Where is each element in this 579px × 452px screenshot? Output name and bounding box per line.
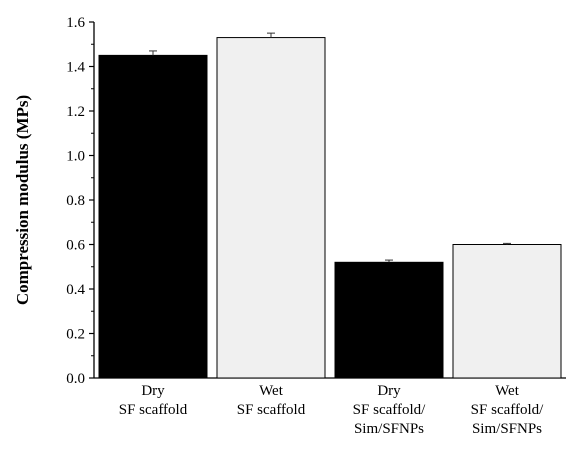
y-tick-label: 0.0 — [66, 371, 85, 387]
category-label: Dry SF scaffold — [119, 383, 188, 418]
bar — [98, 54, 208, 379]
category-label: Wet SF scaffold — [237, 383, 306, 418]
bar — [216, 37, 326, 379]
category-label: Dry SF scaffold/Sim/SFNPs — [353, 383, 426, 437]
bar — [452, 244, 562, 379]
y-tick-label: 1.0 — [66, 149, 85, 165]
bar — [334, 261, 444, 379]
y-tick-label: 0.8 — [66, 193, 85, 209]
y-tick-label: 1.6 — [66, 15, 85, 31]
y-tick-label: 0.6 — [66, 238, 85, 254]
y-tick-label: 0.4 — [66, 282, 85, 298]
y-tick-label: 1.2 — [66, 104, 85, 120]
y-tick-label: 1.4 — [66, 60, 85, 76]
category-labels: Dry SF scaffold Wet SF scaffold Dry SF scaffo… — [119, 383, 544, 437]
category-label: Wet SF scaffold/Sim/SFNPs — [471, 383, 544, 437]
bars — [98, 32, 562, 379]
y-axis-title: Compression modulus (MPs) — [13, 95, 32, 305]
y-tick-label: 0.2 — [66, 327, 85, 343]
